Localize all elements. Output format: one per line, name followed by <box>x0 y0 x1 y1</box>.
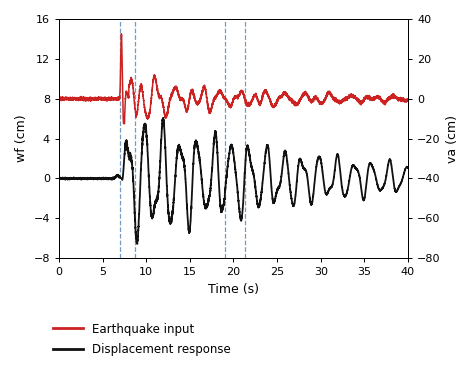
Legend: Earthquake input, Displacement response: Earthquake input, Displacement response <box>48 318 236 360</box>
X-axis label: Time (s): Time (s) <box>208 283 259 296</box>
Y-axis label: va (cm): va (cm) <box>446 115 459 162</box>
Y-axis label: wf (cm): wf (cm) <box>15 115 28 162</box>
